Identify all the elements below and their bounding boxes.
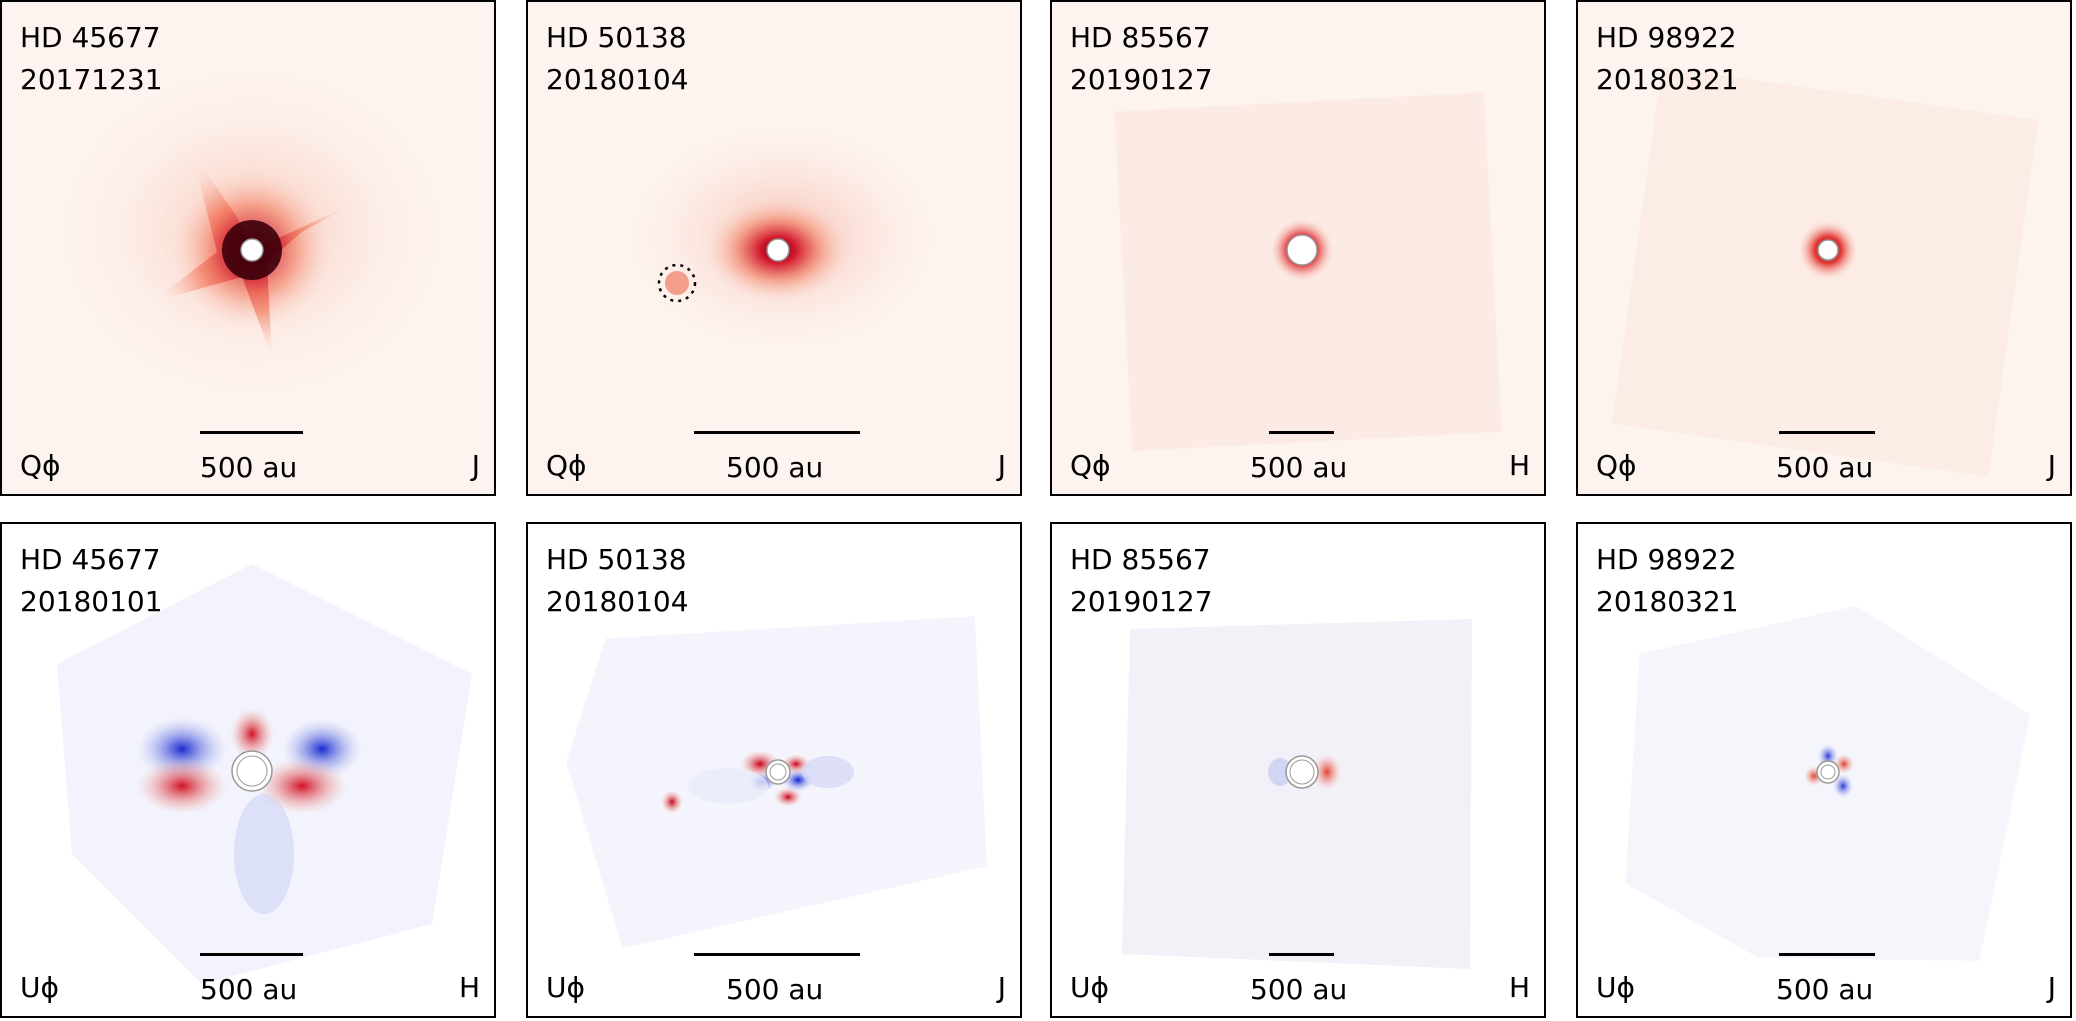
polarimetric-image bbox=[1578, 524, 2070, 1016]
stokes-label: Qϕ bbox=[1596, 449, 1637, 482]
star-name: HD 98922 bbox=[1596, 21, 1737, 54]
band-label: J bbox=[997, 971, 1006, 1004]
star-name: HD 85567 bbox=[1070, 543, 1211, 576]
star-name: HD 50138 bbox=[546, 543, 687, 576]
scale-bar bbox=[694, 953, 860, 956]
observation-date: 20190127 bbox=[1070, 585, 1213, 618]
coronagraph-mask bbox=[1817, 239, 1839, 261]
polarimetric-image bbox=[2, 2, 494, 494]
scale-label: 500 au bbox=[1776, 973, 1874, 1006]
observation-date: 20180321 bbox=[1596, 63, 1739, 96]
panel-hd98922-uphi: HD 98922 20180321 500 au Uϕ J bbox=[1576, 522, 2072, 1018]
scale-label: 500 au bbox=[726, 973, 824, 1006]
observation-date: 20171231 bbox=[20, 63, 163, 96]
scale-label: 500 au bbox=[1250, 451, 1348, 484]
scale-bar bbox=[1779, 431, 1875, 434]
band-label: J bbox=[2047, 449, 2056, 482]
coronagraph-mask bbox=[240, 238, 264, 262]
scale-label: 500 au bbox=[200, 451, 298, 484]
observation-date: 20180104 bbox=[546, 585, 689, 618]
star-name: HD 85567 bbox=[1070, 21, 1211, 54]
polarimetric-image bbox=[2, 524, 494, 1016]
band-label: H bbox=[458, 971, 480, 1004]
scale-bar bbox=[694, 431, 860, 434]
observation-date: 20180104 bbox=[546, 63, 689, 96]
scale-bar bbox=[200, 431, 303, 434]
star-name: HD 50138 bbox=[546, 21, 687, 54]
polarimetric-image bbox=[1052, 2, 1544, 494]
panel-hd98922-qphi: HD 98922 20180321 500 au Qϕ J bbox=[1576, 0, 2072, 496]
stokes-label: Uϕ bbox=[1070, 971, 1109, 1004]
observation-date: 20190127 bbox=[1070, 63, 1213, 96]
scale-label: 500 au bbox=[1776, 451, 1874, 484]
star-name: HD 98922 bbox=[1596, 543, 1737, 576]
coronagraph-mask bbox=[766, 238, 790, 262]
stokes-label: Qϕ bbox=[1070, 449, 1111, 482]
scale-bar bbox=[1269, 431, 1334, 434]
coronagraph-mask bbox=[1286, 234, 1318, 266]
band-label: J bbox=[997, 449, 1006, 482]
scale-bar bbox=[200, 953, 303, 956]
scale-label: 500 au bbox=[726, 451, 824, 484]
scale-label: 500 au bbox=[200, 973, 298, 1006]
polarimetric-image bbox=[528, 2, 1020, 494]
scale-bar bbox=[1779, 953, 1875, 956]
band-label: J bbox=[2047, 971, 2056, 1004]
band-label: J bbox=[471, 449, 480, 482]
companion-circle bbox=[657, 263, 697, 303]
polarimetric-image bbox=[1578, 2, 2070, 494]
stokes-label: Uϕ bbox=[546, 971, 585, 1004]
observation-date: 20180321 bbox=[1596, 585, 1739, 618]
panel-hd45677-uphi: HD 45677 20180101 500 au Uϕ H bbox=[0, 522, 496, 1018]
panel-hd85567-qphi: HD 85567 20190127 500 au Qϕ H bbox=[1050, 0, 1546, 496]
panel-hd85567-uphi: HD 85567 20190127 500 au Uϕ H bbox=[1050, 522, 1546, 1018]
band-label: H bbox=[1508, 449, 1530, 482]
stokes-label: Qϕ bbox=[20, 449, 61, 482]
scale-label: 500 au bbox=[1250, 973, 1348, 1006]
coronagraph-mask bbox=[1285, 755, 1319, 789]
companion-source bbox=[665, 271, 689, 295]
panel-hd50138-uphi: HD 50138 20180104 500 au Uϕ J bbox=[526, 522, 1022, 1018]
observation-date: 20180101 bbox=[20, 585, 163, 618]
coronagraph-mask bbox=[1816, 760, 1840, 784]
stokes-label: Uϕ bbox=[20, 971, 59, 1004]
panel-hd50138-qphi: HD 50138 20180104 500 au Qϕ J bbox=[526, 0, 1022, 496]
stokes-label: Qϕ bbox=[546, 449, 587, 482]
panel-hd45677-qphi: HD 45677 20171231 500 au Qϕ J bbox=[0, 0, 496, 496]
stokes-label: Uϕ bbox=[1596, 971, 1635, 1004]
polarimetric-image bbox=[1052, 524, 1544, 1016]
band-label: H bbox=[1508, 971, 1530, 1004]
star-name: HD 45677 bbox=[20, 21, 161, 54]
scale-bar bbox=[1269, 953, 1334, 956]
star-name: HD 45677 bbox=[20, 543, 161, 576]
polarimetric-image bbox=[528, 524, 1020, 1016]
coronagraph-mask bbox=[231, 750, 273, 792]
